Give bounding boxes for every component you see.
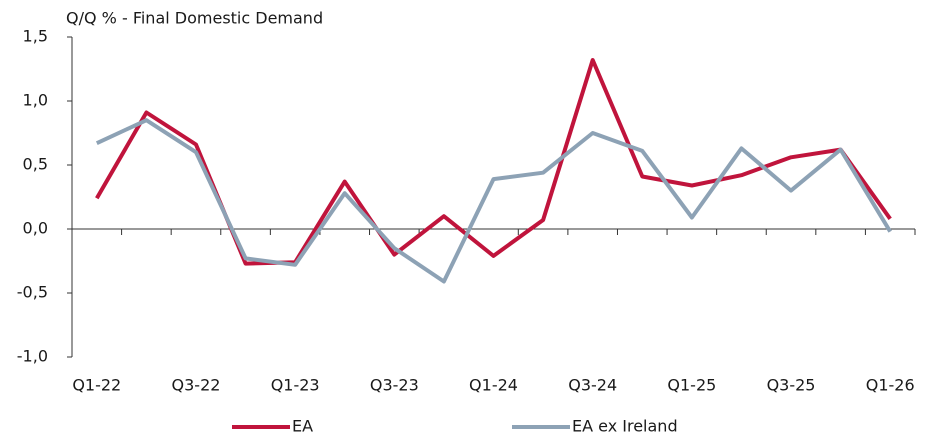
legend-label: EA <box>292 417 313 436</box>
legend-label: EA ex Ireland <box>572 417 678 436</box>
x-tick-label: Q1-24 <box>469 376 518 395</box>
y-tick-label: -1,0 <box>17 347 48 366</box>
x-tick-label: Q3-22 <box>172 376 221 395</box>
y-tick-label: 0,0 <box>23 219 48 238</box>
x-tick-label: Q1-22 <box>72 376 121 395</box>
series-line <box>95 58 892 266</box>
y-tick-label: -0,5 <box>17 283 48 302</box>
x-tick-label: Q1-25 <box>667 376 716 395</box>
y-tick-label: 1,5 <box>23 27 48 46</box>
y-tick-label: 0,5 <box>23 155 48 174</box>
series-line <box>95 118 892 284</box>
chart-title: Q/Q % - Final Domestic Demand <box>66 9 323 28</box>
y-tick-label: 1,0 <box>23 91 48 110</box>
x-tick-label: Q3-24 <box>568 376 617 395</box>
x-tick-label: Q3-25 <box>767 376 816 395</box>
x-tick-label: Q1-26 <box>866 376 915 395</box>
x-tick-label: Q3-23 <box>370 376 419 395</box>
x-tick-label: Q1-23 <box>271 376 320 395</box>
